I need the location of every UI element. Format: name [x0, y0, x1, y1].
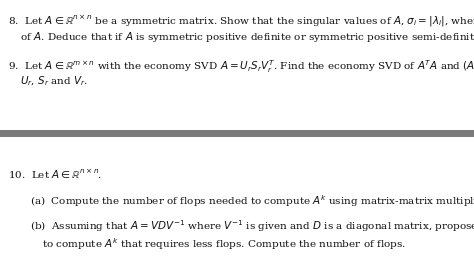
Text: to compute $A^k$ that requires less flops. Compute the number of flops.: to compute $A^k$ that requires less flop…: [42, 236, 406, 252]
Text: $U_r$, $S_r$ and $V_r$.: $U_r$, $S_r$ and $V_r$.: [20, 74, 88, 88]
Text: 9.  Let $A \in \mathbb{R}^{m \times n}$ with the economy SVD $A = U_r S_r V_r^T$: 9. Let $A \in \mathbb{R}^{m \times n}$ w…: [8, 58, 474, 75]
Text: (a)  Compute the number of flops needed to compute $A^k$ using matrix-matrix mul: (a) Compute the number of flops needed t…: [30, 193, 474, 209]
Text: of $A$. Deduce that if $A$ is symmetric positive definite or symmetric positive : of $A$. Deduce that if $A$ is symmetric …: [20, 30, 474, 44]
Text: 8.  Let $A \in \mathbb{R}^{n \times n}$ be a symmetric matrix. Show that the sin: 8. Let $A \in \mathbb{R}^{n \times n}$ b…: [8, 14, 474, 29]
Bar: [0, 130, 474, 136]
Text: 10.  Let $A \in \mathbb{R}^{n \times n}$.: 10. Let $A \in \mathbb{R}^{n \times n}$.: [8, 168, 102, 181]
Text: (b)  Assuming that $A = VDV^{-1}$ where $V^{-1}$ is given and $D$ is a diagonal : (b) Assuming that $A = VDV^{-1}$ where $…: [30, 218, 474, 234]
